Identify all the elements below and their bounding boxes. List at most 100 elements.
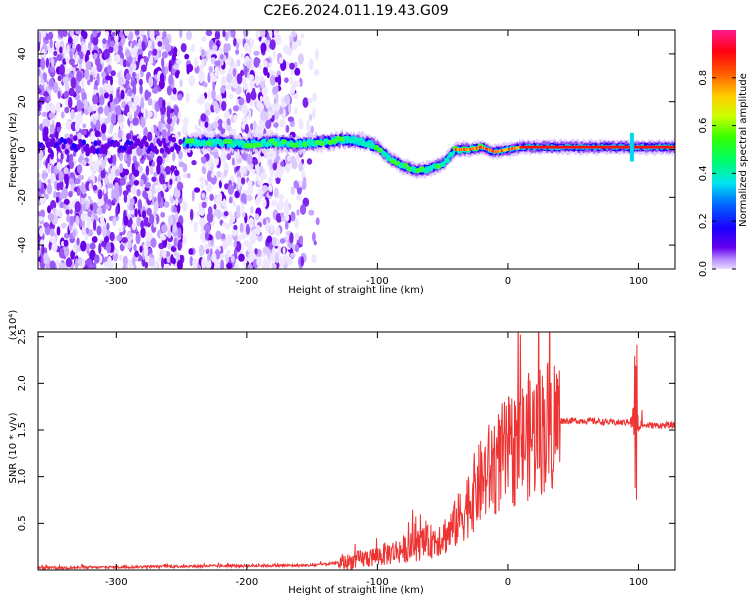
spectrogram-cell (182, 163, 188, 173)
spectrogram-cell (273, 122, 279, 128)
spectrogram-cell (214, 138, 221, 144)
spectrogram-cell (216, 170, 222, 178)
spectrogram-cell (264, 141, 271, 147)
spectrogram-cell (88, 182, 92, 192)
spectrogram-cell (247, 263, 253, 269)
spectrogram-cell (114, 33, 119, 43)
spectrogram-cell (166, 117, 172, 125)
spectrogram-cell (269, 39, 276, 51)
spectrogram-cell (76, 43, 82, 53)
spectrogram-cell (364, 142, 371, 148)
spectrogram-cell (255, 58, 261, 65)
spectrogram-cell (166, 107, 171, 119)
spectrogram-cell (219, 253, 225, 259)
spectrogram-cell (257, 180, 263, 186)
spectrogram-cell (172, 206, 177, 213)
spectrogram-cell (38, 96, 46, 105)
spectrogram-cell (45, 193, 49, 200)
spectrogram-cell (210, 57, 216, 65)
spectrogram-cell (45, 103, 51, 113)
spectrogram-cell (221, 200, 226, 206)
spectrogram-cell (156, 187, 162, 194)
spectrogram-cell (69, 215, 75, 226)
spectrogram-cell (62, 76, 69, 84)
spectrogram-cell (71, 142, 76, 149)
spectrogram-cell (234, 161, 239, 168)
snr-xtick-label: -300 (105, 577, 128, 588)
spectrogram-cell (168, 74, 174, 86)
spectrogram-cell (266, 235, 273, 244)
spectrogram-cell (101, 71, 106, 79)
spectrogram-cell (167, 242, 172, 250)
spectrogram-cell (191, 189, 195, 202)
spectrogram-cell (293, 107, 298, 115)
spectrogram-cell (166, 223, 171, 232)
spectrogram-cell (152, 87, 159, 94)
spectrogram-cell (76, 164, 83, 174)
spectrogram-cell (261, 86, 268, 96)
spectrogram-cell (356, 137, 363, 143)
spectrogram-cell (140, 64, 147, 72)
spectrogram-cell (193, 187, 201, 193)
spectrogram-cell (290, 252, 296, 258)
spectrogram-cell (307, 143, 312, 148)
spectrogram-cell (47, 162, 51, 174)
spectrogram-cell (162, 99, 166, 109)
spectrogram-cell (292, 93, 299, 99)
spectrogram-cell (149, 30, 155, 40)
spectrogram-cell (111, 113, 117, 125)
spectrogram-cell (242, 76, 247, 86)
spectrogram-cell (156, 163, 161, 175)
spectrogram-cell (240, 177, 246, 185)
spectrogram-cell (140, 116, 146, 128)
spectrogram-cell (59, 180, 64, 191)
spectrogram-cell (40, 209, 45, 219)
spectrogram-cell (76, 237, 80, 246)
spectrogram-cell (246, 140, 250, 145)
spectrogram-cell (173, 237, 177, 249)
spectrogram-cell (137, 199, 142, 211)
spectrogram-cell (55, 196, 60, 204)
spectrogram-cell (38, 179, 42, 189)
spectrogram-cell (128, 89, 133, 97)
spectrogram-cell (243, 104, 248, 116)
spectrogram-cell (158, 140, 163, 147)
spectrogram-cell (259, 95, 263, 102)
spectrogram-cell (269, 30, 273, 39)
spectrogram-cell (246, 153, 253, 165)
spectrogram-cell (106, 183, 114, 189)
spectrogram-cell (59, 201, 65, 209)
spectrogram-cell (125, 48, 131, 58)
spectrogram-cell (293, 181, 300, 189)
spectrogram-cell (141, 41, 146, 52)
spectrogram-cell (196, 98, 202, 104)
spectrogram-cell (110, 70, 116, 77)
spectrogram-cell (146, 231, 153, 242)
spectrogram-cell (127, 148, 132, 155)
spectrogram-cell (66, 44, 70, 55)
spectrogram-cell (279, 238, 286, 244)
spectrogram-cell (228, 93, 234, 100)
spectrogram-cell (194, 124, 199, 130)
spectrogram-cell (73, 135, 78, 142)
spectrogram-cell (92, 219, 97, 232)
spectrogram-cell (212, 44, 218, 51)
spectrogram-cell (250, 123, 254, 131)
spectrogram-cell (87, 79, 91, 86)
spectrogram-cell (263, 95, 270, 105)
spectrogram-cell (218, 141, 225, 147)
spectrogram-cell (93, 52, 98, 60)
spectrogram-cell (289, 232, 294, 244)
spectrogram-cell (254, 126, 262, 138)
snr-ytick-label: 2.0 (17, 375, 28, 391)
spectrogram-cell (201, 193, 206, 199)
spectrogram-cell (272, 236, 277, 247)
spectrogram-cell (230, 30, 236, 38)
spectrogram-cell (208, 66, 213, 74)
spectrogram-cell (249, 185, 254, 195)
spectrogram-cell (49, 123, 55, 135)
spectrogram-cell (177, 111, 182, 120)
spectrogram-cell (59, 136, 64, 143)
spectrogram-cell (41, 30, 47, 38)
